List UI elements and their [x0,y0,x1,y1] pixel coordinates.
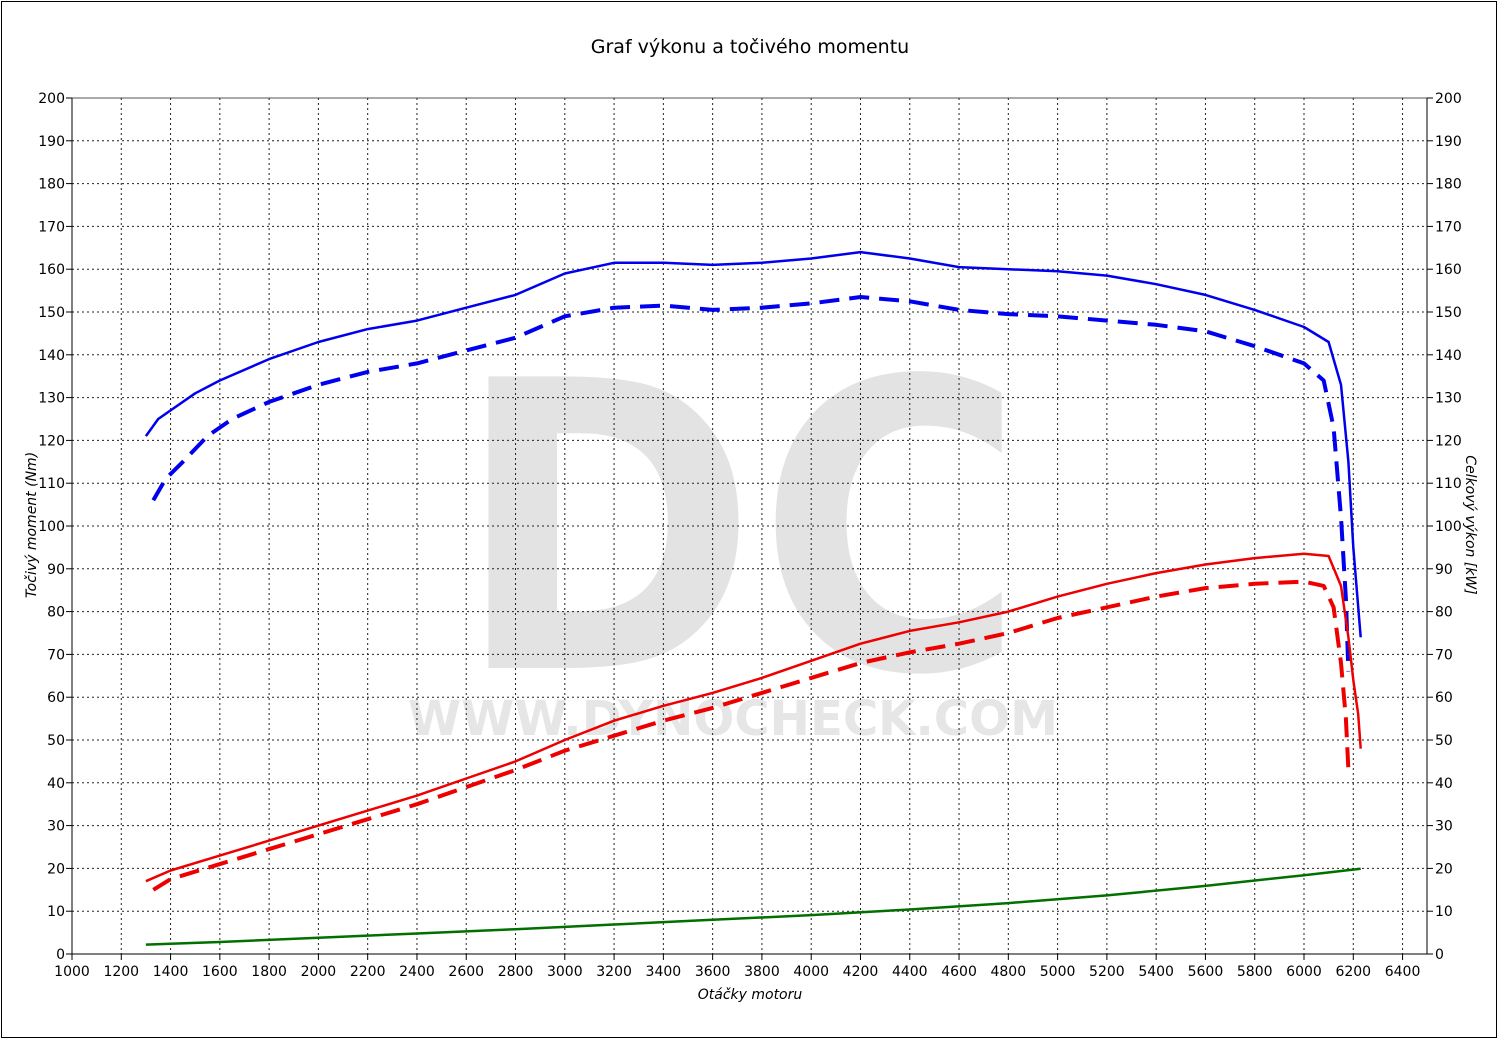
y-right-tick-label: 30 [1435,819,1453,835]
series-line-2 [151,295,1351,672]
y-left-tick-label: 30 [47,819,65,835]
y-left-tick-label: 70 [47,647,65,663]
y-right-tick-label: 10 [1435,904,1453,920]
y-right-tick-label: 190 [1435,134,1462,150]
y-right-tick-label: 130 [1435,391,1462,407]
x-tick-label: 2400 [399,964,435,980]
x-tick-label: 6000 [1286,964,1322,980]
x-tick-label: 3000 [547,964,583,980]
chart-title: Graf výkonu a točivého momentu [591,36,909,58]
x-tick-label: 3800 [744,964,780,980]
x-tick-label: 3200 [596,964,632,980]
watermark-url: WWW.DYNOCHECK.COM [408,691,1058,747]
dynocheck-watermark: DC WWW.DYNOCHECK.COM [408,298,1058,763]
x-tick-label: 2600 [448,964,484,980]
y-left-tick-label: 80 [47,605,65,621]
x-tick-label: 2000 [301,964,337,980]
series-line-1 [144,250,1362,638]
series-line-3 [145,552,1362,883]
y-left-tick-label: 170 [38,219,65,235]
x-tick-label: 4800 [990,964,1026,980]
x-tick-label: 1000 [54,964,90,980]
x-tick-label: 5600 [1188,964,1224,980]
x-tick-label: 2200 [350,964,386,980]
series-line-5 [145,867,1361,946]
x-tick-label: 1800 [251,964,287,980]
x-tick-label: 4600 [941,964,977,980]
y-left-tick-label: 10 [47,904,65,920]
y-left-tick-label: 100 [38,519,65,535]
x-tick-label: 4400 [892,964,928,980]
x-tick-label: 1400 [153,964,189,980]
y-right-tick-label: 90 [1435,562,1453,578]
x-tick-label: 5400 [1138,964,1174,980]
x-tick-label: 2800 [498,964,534,980]
y-left-tick-label: 150 [38,305,65,321]
x-tick-label: 3600 [695,964,731,980]
x-tick-label: 6400 [1385,964,1421,980]
y-left-tick-label: 190 [38,134,65,150]
y-left-tick-label: 180 [38,177,65,193]
y-left-tick-label: 60 [47,690,65,706]
x-tick-label: 6200 [1335,964,1371,980]
x-tick-label: 3400 [646,964,682,980]
y-left-tick-label: 40 [47,776,65,792]
y-right-tick-label: 200 [1435,91,1462,107]
y-right-tick-label: 20 [1435,861,1453,877]
axes: 1000 1200 1400 1600 1800 2000 2200 2400 2600 2800… [38,91,1461,980]
y-left-tick-label: 0 [56,947,65,963]
y-right-tick-label: 80 [1435,605,1453,621]
y-left-tick-label: 140 [38,348,65,364]
y-right-tick-label: 60 [1435,690,1453,706]
x-tick-label: 5800 [1237,964,1273,980]
y-right-tick-label: 160 [1435,262,1462,278]
y-right-tick-label: 180 [1435,177,1462,193]
y-right-tick-label: 100 [1435,519,1462,535]
y-right-tick-label: 110 [1435,476,1462,492]
y-left-tick-label: 200 [38,91,65,107]
y-right-tick-label: 40 [1435,776,1453,792]
y-right-tick-label: 150 [1435,305,1462,321]
y-left-tick-label: 130 [38,391,65,407]
y-right-tick-label: 0 [1435,947,1444,963]
x-tick-label: 5000 [1040,964,1076,980]
y-right-tick-label: 70 [1435,647,1453,663]
y-left-tick-label: 90 [47,562,65,578]
y-right-tick-label: 50 [1435,733,1453,749]
series-group [144,250,1362,946]
x-tick-label: 1600 [202,964,238,980]
y-right-tick-label: 120 [1435,433,1462,449]
y-left-tick-label: 120 [38,433,65,449]
y-left-tick-label: 50 [47,733,65,749]
y-axis-right-title: Celkový výkon [kW] [1462,455,1478,594]
y-axis-left-title: Točivý moment (Nm) [24,452,40,598]
x-tick-label: 5200 [1089,964,1125,980]
x-tick-label: 4000 [793,964,829,980]
y-left-tick-label: 110 [38,476,65,492]
y-right-tick-label: 140 [1435,348,1462,364]
x-axis-title: Otáčky motoru [698,987,803,1003]
y-right-tick-label: 170 [1435,219,1462,235]
series-line-4 [152,579,1351,892]
x-tick-label: 1200 [103,964,139,980]
x-tick-label: 4200 [843,964,879,980]
y-left-tick-label: 20 [47,861,65,877]
y-left-tick-label: 160 [38,262,65,278]
